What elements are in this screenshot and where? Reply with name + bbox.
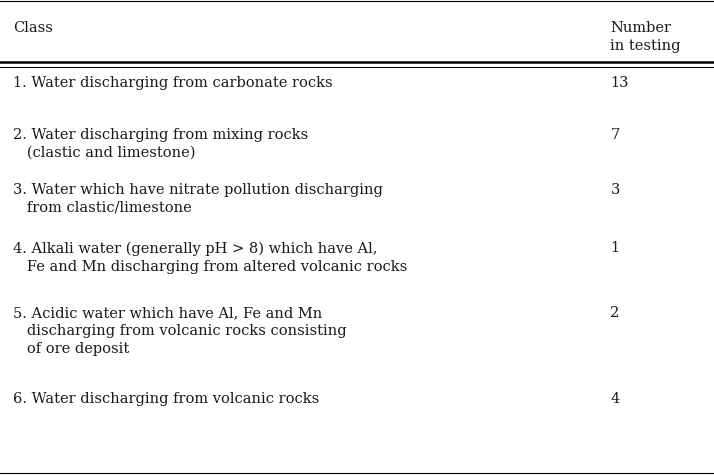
Text: 2: 2: [610, 306, 620, 320]
Text: 1. Water discharging from carbonate rocks: 1. Water discharging from carbonate rock…: [13, 76, 333, 90]
Text: 1: 1: [610, 241, 620, 255]
Text: 2. Water discharging from mixing rocks
   (clastic and limestone): 2. Water discharging from mixing rocks (…: [13, 128, 308, 160]
Text: 3. Water which have nitrate pollution discharging
   from clastic/limestone: 3. Water which have nitrate pollution di…: [13, 183, 383, 215]
Text: Class: Class: [13, 21, 53, 35]
Text: Number
in testing: Number in testing: [610, 21, 681, 53]
Text: 7: 7: [610, 128, 620, 142]
Text: 4: 4: [610, 392, 620, 406]
Text: 5. Acidic water which have Al, Fe and Mn
   discharging from volcanic rocks cons: 5. Acidic water which have Al, Fe and Mn…: [13, 306, 346, 356]
Text: 3: 3: [610, 183, 620, 197]
Text: 4. Alkali water (generally pH > 8) which have Al,
   Fe and Mn discharging from : 4. Alkali water (generally pH > 8) which…: [13, 241, 407, 274]
Text: 13: 13: [610, 76, 629, 90]
Text: 6. Water discharging from volcanic rocks: 6. Water discharging from volcanic rocks: [13, 392, 319, 406]
